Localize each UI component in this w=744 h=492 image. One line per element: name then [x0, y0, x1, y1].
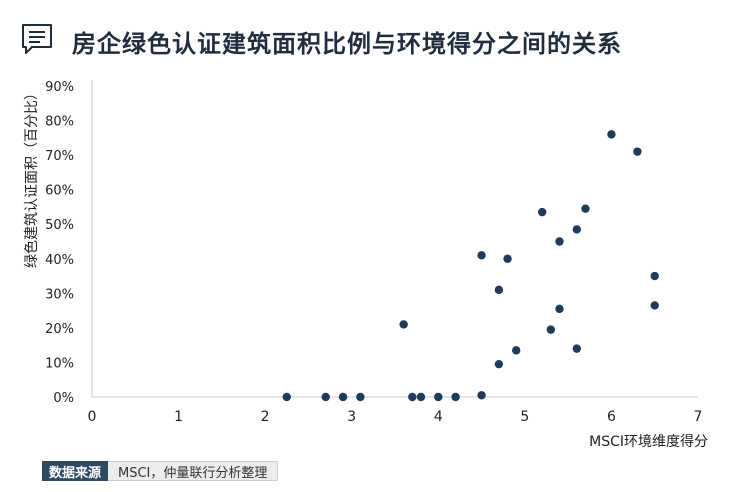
data-point: [477, 391, 486, 400]
data-point: [434, 392, 443, 402]
y-tick-label: 70%: [45, 149, 74, 164]
data-point: [399, 320, 408, 329]
message-lines-icon: [22, 24, 52, 54]
y-tick-label: 40%: [45, 253, 74, 268]
y-tick-label: 10%: [45, 356, 74, 371]
y-tick-label: 20%: [45, 322, 74, 337]
source-text: MSCI，仲量联行分析整理: [108, 461, 279, 481]
data-point: [282, 392, 291, 402]
y-axis-label: 绿色建筑认证面积（百分比）: [23, 86, 40, 268]
data-point: [338, 392, 348, 402]
data-point: [477, 251, 486, 260]
data-point: [572, 225, 581, 234]
data-point: [581, 204, 590, 213]
data-point: [650, 271, 659, 281]
data-point: [555, 237, 564, 246]
chart-points: [282, 130, 659, 402]
data-point: [555, 304, 564, 314]
source-label: 数据来源: [42, 461, 109, 481]
chart-title: 房企绿色认证建筑面积比例与环境得分之间的关系: [72, 30, 622, 58]
data-point: [416, 392, 426, 402]
data-point: [633, 147, 642, 156]
y-tick-label: 80%: [45, 115, 74, 130]
data-point: [451, 392, 460, 402]
data-point: [650, 301, 659, 310]
data-point: [494, 359, 504, 369]
data-point: [494, 285, 504, 295]
data-point: [356, 392, 365, 402]
y-tick-label: 90%: [45, 80, 74, 95]
x-tick-label: 0: [88, 409, 97, 425]
y-tick-label: 60%: [45, 184, 74, 199]
y-tick-label: 50%: [45, 218, 74, 233]
chart-axes: 0 1 2 3 4 5 6 70%10%20%30%40%50%60%70%80%90%: [45, 80, 702, 425]
source-note: 数据来源 MSCI，仲量联行分析整理: [42, 461, 279, 481]
data-point: [572, 344, 581, 353]
x-axis-label: MSCI环境维度得分: [589, 433, 708, 450]
data-point: [546, 325, 556, 334]
data-point: [512, 346, 521, 355]
data-point: [503, 254, 512, 263]
x-tick-label: 7: [694, 409, 703, 425]
data-point: [607, 130, 616, 139]
data-point: [537, 207, 547, 217]
data-point: [408, 392, 417, 402]
y-tick-label: 30%: [45, 287, 74, 302]
chart-header: 房企绿色认证建筑面积比例与环境得分之间的关系: [20, 20, 720, 60]
x-tick-label: 3: [347, 409, 356, 425]
x-tick-label: 5: [520, 409, 529, 425]
x-tick-label: 1: [174, 409, 183, 425]
data-point: [321, 392, 330, 402]
y-tick-label: 0%: [53, 391, 74, 406]
x-tick-label: 2: [261, 409, 270, 425]
x-tick-label: 6: [607, 409, 616, 425]
x-tick-label: 4: [434, 409, 443, 425]
